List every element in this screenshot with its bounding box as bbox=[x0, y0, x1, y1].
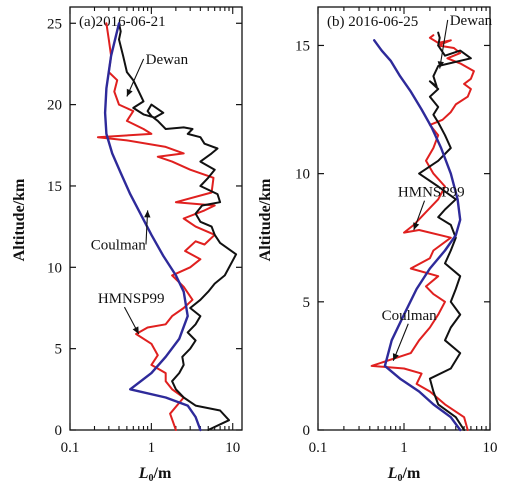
y-tick-label: 0 bbox=[55, 423, 63, 439]
panel-b: (b) 2016-06-25 0 5 10 15 0.1 1 10 Dewan HMNSP9… bbox=[257, 6, 498, 484]
panel-b-x-axis-label-main: L bbox=[387, 465, 398, 482]
annotation-label: Dewan bbox=[146, 52, 189, 68]
annotation-arrowhead bbox=[144, 210, 151, 218]
panel-a-x-ticks: 0.1 1 10 bbox=[61, 7, 240, 456]
panel-a-y-axis-label: Altitude/km bbox=[11, 178, 28, 261]
panel-a-x-axis-label-main: L bbox=[138, 465, 149, 482]
annotation-label: Coulman bbox=[382, 308, 437, 324]
panel-b-x-axis-label-unit: /m bbox=[402, 465, 421, 482]
y-tick-label: 10 bbox=[295, 167, 310, 183]
annotation-arrowhead bbox=[437, 61, 444, 69]
x-tick-label: 10 bbox=[483, 440, 498, 456]
x-tick-label: 10 bbox=[225, 440, 240, 456]
y-tick-label: 15 bbox=[295, 38, 310, 54]
y-tick-label: 5 bbox=[55, 342, 63, 358]
y-tick-label: 15 bbox=[47, 179, 62, 195]
panel-b-frame bbox=[317, 6, 491, 431]
series-line-coulman bbox=[373, 39, 462, 432]
panel-a-frame bbox=[69, 6, 243, 431]
x-tick-label: 1 bbox=[148, 440, 156, 456]
panel-b-y-ticks: 0 5 10 15 bbox=[295, 38, 490, 439]
panel-a-series bbox=[96, 22, 238, 432]
y-tick-label: 10 bbox=[47, 260, 62, 276]
annotation-label: Dewan bbox=[450, 13, 493, 29]
annotation-arrowhead bbox=[132, 326, 139, 335]
series-line-hmnsp99 bbox=[96, 22, 216, 431]
panel-a-x-axis-label-unit: /m bbox=[153, 465, 172, 482]
panel-b-series bbox=[370, 31, 475, 432]
y-tick-label: 25 bbox=[47, 16, 62, 32]
annotation-arrowhead bbox=[413, 222, 420, 231]
panel-a-x-axis-label: L0/m bbox=[138, 465, 172, 484]
x-tick-label: 0.1 bbox=[309, 440, 328, 456]
annotation-arrowhead bbox=[126, 88, 133, 97]
panel-b-x-axis-label: L0/m bbox=[387, 465, 421, 484]
annotation-label: Coulman bbox=[91, 237, 146, 253]
series-line-coulman bbox=[103, 22, 202, 432]
panel-a: (a)2016-06-21 0 5 10 15 20 25 0.1 1 10 Dewan Cou… bbox=[11, 6, 243, 484]
x-tick-label: 1 bbox=[400, 440, 408, 456]
series-line-dewan bbox=[118, 22, 238, 431]
panel-b-x-ticks: 0.1 1 10 bbox=[309, 7, 498, 456]
series-line-dewan bbox=[418, 31, 472, 431]
y-tick-label: 0 bbox=[303, 423, 311, 439]
annotation-arrowhead bbox=[392, 353, 399, 361]
annotation-label: HMNSP99 bbox=[98, 291, 165, 307]
x-tick-label: 0.1 bbox=[61, 440, 80, 456]
panel-b-x-axis-label-sub: 0 bbox=[398, 473, 403, 484]
panel-b-title: (b) 2016-06-25 bbox=[327, 14, 418, 30]
annotation-arrow bbox=[439, 19, 449, 69]
series-line-hmnsp99 bbox=[370, 34, 475, 431]
y-tick-label: 20 bbox=[47, 98, 62, 114]
annotation-label: HMNSP99 bbox=[398, 185, 465, 201]
panel-a-title: (a)2016-06-21 bbox=[79, 14, 166, 30]
panel-a-x-axis-label-sub: 0 bbox=[149, 473, 154, 484]
y-tick-label: 5 bbox=[303, 295, 311, 311]
panel-a-annotations: Dewan Coulman HMNSP99 bbox=[91, 52, 189, 335]
panel-b-annotations: Dewan HMNSP99 Coulman bbox=[382, 13, 493, 361]
panel-a-y-ticks: 0 5 10 15 20 25 bbox=[47, 16, 242, 439]
panel-b-y-axis-label: Altitude/km bbox=[257, 178, 274, 261]
